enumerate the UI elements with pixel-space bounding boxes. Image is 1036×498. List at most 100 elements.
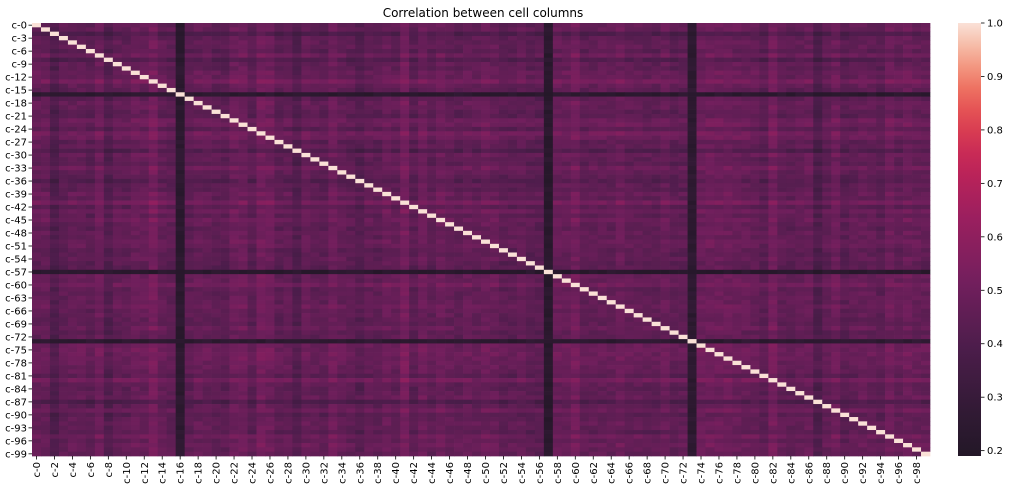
heatmap-cell [912, 227, 921, 232]
heatmap-cell [849, 166, 858, 171]
heatmap-cell [822, 45, 831, 50]
heatmap-cell [777, 227, 786, 232]
heatmap-cell [131, 131, 140, 136]
heatmap-cell [337, 23, 346, 28]
heatmap-cell [813, 153, 822, 158]
heatmap-cell [643, 222, 652, 227]
heatmap-cell [346, 127, 355, 132]
heatmap-cell [831, 101, 840, 106]
heatmap-cell [355, 75, 364, 80]
heatmap-cell [337, 71, 346, 76]
heatmap-cell [140, 157, 149, 162]
heatmap-cell [912, 92, 921, 97]
heatmap-cell [176, 201, 185, 206]
heatmap-cell [319, 84, 328, 89]
heatmap-cell [831, 157, 840, 162]
heatmap-cell [86, 131, 95, 136]
heatmap-cell [499, 40, 508, 45]
heatmap-cell [661, 92, 670, 97]
heatmap-cell [337, 218, 346, 223]
heatmap-cell [149, 166, 158, 171]
heatmap-cell [912, 79, 921, 84]
heatmap-cell [248, 79, 257, 84]
heatmap-cell [355, 235, 364, 240]
heatmap-cell [777, 196, 786, 201]
heatmap-cell [840, 162, 849, 167]
heatmap-cell [400, 118, 409, 123]
heatmap-cell [768, 75, 777, 80]
heatmap-cell [858, 231, 867, 236]
heatmap-cell [32, 27, 41, 32]
heatmap-cell [265, 66, 274, 71]
heatmap-cell [777, 192, 786, 197]
heatmap-cell [750, 84, 759, 89]
heatmap-cell [490, 201, 499, 206]
heatmap-cell [122, 170, 131, 175]
heatmap-cell [885, 79, 894, 84]
heatmap-cell [481, 227, 490, 232]
heatmap-cell [113, 183, 122, 188]
heatmap-cell [777, 127, 786, 132]
heatmap-cell [158, 66, 167, 71]
heatmap-cell [86, 88, 95, 93]
heatmap-cell [481, 231, 490, 236]
heatmap-cell [292, 136, 301, 141]
heatmap-cell [544, 140, 553, 145]
heatmap-cell [777, 36, 786, 41]
heatmap-cell [382, 45, 391, 50]
heatmap-cell [903, 136, 912, 141]
heatmap-cell [346, 101, 355, 106]
heatmap-cell [849, 88, 858, 93]
heatmap-cell [176, 214, 185, 219]
heatmap-cell [688, 53, 697, 58]
heatmap-cell [526, 153, 535, 158]
heatmap-cell [59, 179, 68, 184]
heatmap-cell [221, 192, 230, 197]
heatmap-cell [786, 131, 795, 136]
heatmap-cell [750, 110, 759, 115]
heatmap-cell [310, 153, 319, 158]
heatmap-cell [265, 140, 274, 145]
heatmap-cell [68, 166, 77, 171]
heatmap-cell [319, 79, 328, 84]
heatmap-cell [301, 188, 310, 193]
heatmap-cell [804, 45, 813, 50]
heatmap-cell [212, 101, 221, 106]
heatmap-cell [786, 123, 795, 128]
heatmap-cell [643, 53, 652, 58]
heatmap-cell [616, 40, 625, 45]
heatmap-cell [355, 157, 364, 162]
heatmap-cell [481, 45, 490, 50]
heatmap-cell [230, 71, 239, 76]
heatmap-cell [634, 136, 643, 141]
heatmap-cell [68, 235, 77, 240]
heatmap-cell [257, 58, 266, 63]
heatmap-cell [68, 140, 77, 145]
heatmap-cell [804, 92, 813, 97]
heatmap-cell [239, 45, 248, 50]
heatmap-cell [723, 62, 732, 67]
heatmap-cell [158, 97, 167, 102]
heatmap-cell [158, 62, 167, 67]
heatmap-cell [185, 222, 194, 227]
heatmap-cell [418, 123, 427, 128]
heatmap-cell [661, 75, 670, 80]
heatmap-cell [194, 62, 203, 67]
heatmap-cell [697, 157, 706, 162]
heatmap-cell [481, 66, 490, 71]
heatmap-cell [328, 123, 337, 128]
heatmap-cell [508, 88, 517, 93]
heatmap-cell [508, 227, 517, 232]
heatmap-cell [652, 166, 661, 171]
heatmap-cell [625, 101, 634, 106]
heatmap-cell [149, 209, 158, 214]
heatmap-cell [418, 227, 427, 232]
heatmap-cell [499, 79, 508, 84]
heatmap-cell [131, 75, 140, 80]
heatmap-cell [688, 235, 697, 240]
heatmap-cell [185, 27, 194, 32]
heatmap-cell [400, 231, 409, 236]
heatmap-cell [598, 23, 607, 28]
heatmap-cell [876, 45, 885, 50]
heatmap-cell [265, 45, 274, 50]
